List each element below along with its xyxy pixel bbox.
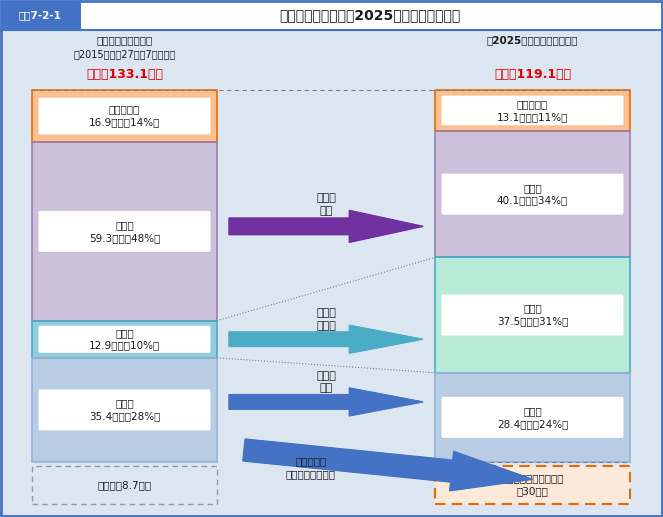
FancyBboxPatch shape	[442, 96, 623, 125]
Polygon shape	[243, 439, 532, 491]
Bar	[435, 131, 630, 257]
Text: 合計　133.1万床: 合計 133.1万床	[86, 68, 163, 81]
Text: 急性期
40.1万床（34%）: 急性期 40.1万床（34%）	[497, 183, 568, 206]
Bar	[32, 90, 217, 142]
Bar	[435, 466, 630, 504]
Bar	[32, 321, 217, 358]
FancyBboxPatch shape	[442, 174, 623, 215]
Bar	[2, 1, 80, 29]
Bar	[0, 0, 663, 30]
Text: 休眠等　8.7万床: 休眠等 8.7万床	[97, 480, 152, 490]
Text: （2015（平成27）年7月現在）: （2015（平成27）年7月現在）	[74, 49, 176, 59]
Text: 慢性期
28.4万床（24%）: 慢性期 28.4万床（24%）	[497, 406, 568, 429]
Bar	[435, 257, 630, 373]
FancyBboxPatch shape	[38, 326, 210, 353]
Bar	[32, 142, 217, 321]
Text: 介護施設、
在宅医療等に転換: 介護施設、 在宅医療等に転換	[286, 457, 336, 479]
Polygon shape	[229, 325, 423, 353]
Text: 回復期
37.5万床（31%）: 回復期 37.5万床（31%）	[497, 303, 568, 326]
Bar	[435, 90, 630, 131]
FancyBboxPatch shape	[38, 98, 210, 134]
Bar	[32, 358, 217, 462]
Text: 【2025年の病床の必要量】: 【2025年の病床の必要量】	[487, 35, 578, 45]
Bar	[32, 90, 217, 142]
Text: 高度急性期
16.9万床（14%）: 高度急性期 16.9万床（14%）	[89, 104, 160, 127]
Text: 急性期
59.3万床（48%）: 急性期 59.3万床（48%）	[89, 220, 160, 243]
Text: 高度急性期
13.1万床（11%）: 高度急性期 13.1万床（11%）	[497, 99, 568, 122]
Text: 図表7-2-1: 図表7-2-1	[19, 10, 62, 20]
Text: 【足元の病床機能】: 【足元の病床機能】	[96, 35, 152, 45]
Text: 回復期
12.9万床（10%）: 回復期 12.9万床（10%）	[89, 328, 160, 351]
Bar	[435, 466, 630, 504]
Text: 地域医療構想による2025年の病床の必要量: 地域医療構想による2025年の病床の必要量	[279, 8, 461, 22]
Polygon shape	[229, 210, 423, 242]
FancyBboxPatch shape	[442, 295, 623, 336]
Bar	[435, 131, 630, 257]
FancyBboxPatch shape	[442, 397, 623, 438]
Polygon shape	[229, 388, 423, 416]
Bar	[32, 358, 217, 462]
Text: 合計　119.1万床: 合計 119.1万床	[494, 68, 571, 81]
Bar	[32, 321, 217, 358]
Text: 介護施設、在宅医療等
約30万人: 介護施設、在宅医療等 約30万人	[501, 474, 564, 497]
Bar	[435, 373, 630, 462]
Bar	[32, 142, 217, 321]
Text: 約３割
縮減: 約３割 縮減	[316, 193, 336, 216]
Text: 約２割
縮減: 約２割 縮減	[316, 371, 336, 393]
Bar	[435, 373, 630, 462]
Bar	[32, 466, 217, 504]
FancyBboxPatch shape	[38, 389, 210, 431]
Text: 慢性期
35.4万床（28%）: 慢性期 35.4万床（28%）	[89, 399, 160, 421]
Bar	[435, 90, 630, 131]
Bar	[435, 257, 630, 373]
FancyBboxPatch shape	[38, 211, 210, 252]
Text: 約３倍
に拡充: 約３倍 に拡充	[316, 308, 336, 331]
